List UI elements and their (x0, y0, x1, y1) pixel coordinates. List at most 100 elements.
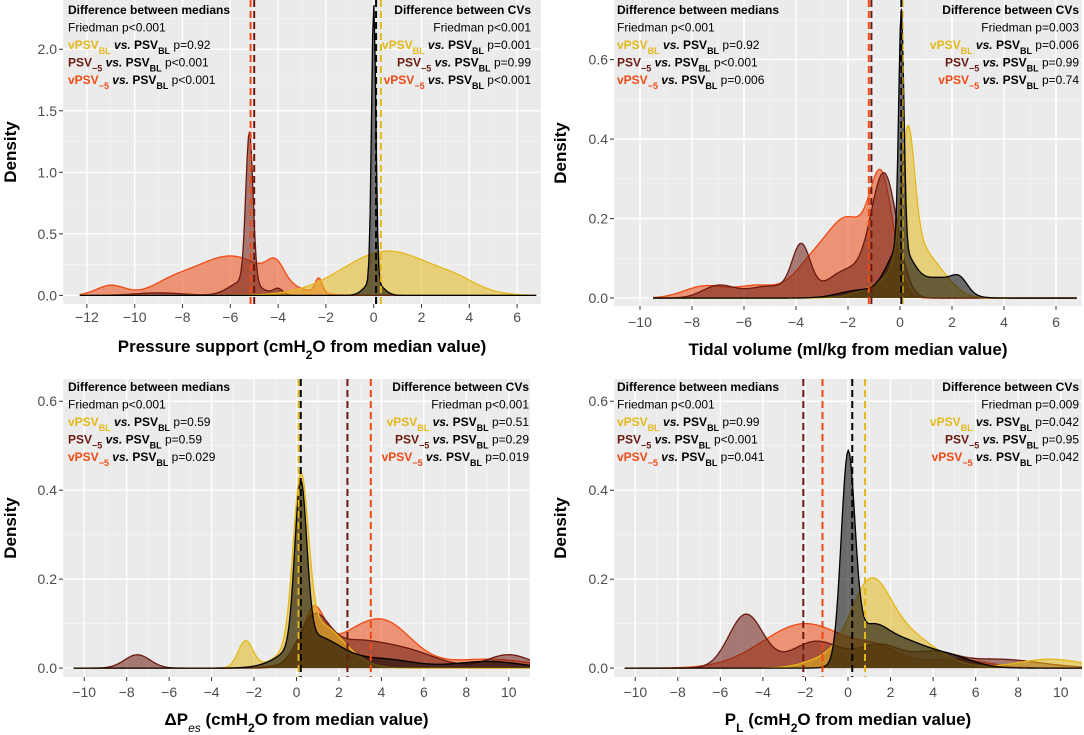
x-tick-label: −4 (270, 309, 286, 325)
friedman-p: Friedman p<0.001 (433, 21, 531, 35)
annotation-title: Difference between medians (617, 3, 779, 17)
annotation-medians: Difference between medians Friedman p<0.0… (68, 3, 230, 91)
panel-ps: −12 −10 −8 −6 −4 −2 0 2 4 6 0.0 0.5 1.0 1.5 2.0 Pressur… (1, 0, 541, 362)
comparison-row-PSV_-5: PSV−5 vs. PSVBL p=0.99 (945, 56, 1079, 74)
annotation-cvs: Difference between CVs Friedman p<0.001 vP… (382, 3, 531, 91)
x-tick-label: −12 (75, 309, 99, 325)
comparison-row-vPSV_-5: vPSV−5 vs. PSVBL p=0.029 (68, 450, 216, 468)
comparison-row-vPSV_BL: vPSVBL vs. PSVBL p=0.59 (68, 415, 211, 433)
comparison-row-PSV_-5: PSV−5 vs. PSVBL p<0.001 (617, 56, 758, 74)
y-tick-label: 0.6 (38, 393, 58, 409)
x-tick-label: −10 (628, 314, 652, 330)
panel-dpes: −10 −8 −6 −4 −2 0 2 4 6 8 10 0.0 0.2 0.4 0.6 ΔPes (cmH2… (1, 379, 530, 735)
density-line-PSV_BL (73, 478, 530, 669)
x-tick-label: 6 (513, 309, 521, 325)
comparison-row-vPSV_BL: vPSVBL vs. PSVBL p=0.042 (930, 415, 1079, 433)
y-tick-label: 0.4 (38, 482, 58, 498)
comparison-row-vPSV_BL: vPSVBL vs. PSVBL p=0.51 (387, 415, 530, 433)
x-tick-label: −2 (840, 314, 856, 330)
comparison-row-vPSV_-5: vPSV−5 vs. PSVBL p<0.001 (68, 73, 216, 91)
x-tick-label: 0 (896, 314, 904, 330)
density-line-PSV_BL (79, 5, 537, 297)
x-tick-label: −4 (788, 314, 804, 330)
x-tick-label: 2 (335, 684, 343, 700)
comparison-row-vPSV_-5: vPSV−5 vs. PSVBL p=0.041 (617, 450, 765, 468)
density-area-vPSV_BL (79, 251, 537, 296)
friedman-p: Friedman p<0.001 (617, 21, 715, 35)
annotation-title: Difference between medians (68, 3, 230, 17)
annotation-medians: Difference between medians Friedman p<0.0… (617, 380, 779, 468)
x-axis-title: ΔPes (cmH2O from median value) (165, 710, 429, 735)
x-tick-label: 6 (972, 684, 980, 700)
x-tick-label: 4 (1000, 314, 1008, 330)
density-area-vPSV_-5 (653, 169, 1077, 299)
comparison-row-vPSV_BL: vPSVBL vs. PSVBL p=0.001 (382, 38, 531, 56)
x-tick-label: 8 (462, 684, 470, 700)
panel-vt: −10 −8 −6 −4 −2 0 2 4 6 0.0 0.2 0.4 0.6 Tidal volume … (551, 0, 1082, 359)
x-tick-label: −2 (318, 309, 334, 325)
x-tick-label: 4 (465, 309, 473, 325)
x-axis-title: Pressure support (cmH2O from median valu… (118, 337, 487, 362)
annotation-title: Difference between CVs (942, 3, 1079, 17)
comparison-row-vPSV_BL: vPSVBL vs. PSVBL p=0.92 (617, 38, 760, 56)
y-tick-label: 0.0 (589, 290, 609, 306)
density-area-PSV_-5 (653, 172, 1077, 299)
x-tick-label: 4 (378, 684, 386, 700)
x-tick-label: −6 (222, 309, 238, 325)
comparison-row-PSV_-5: PSV−5 vs. PSVBL p=0.59 (68, 433, 202, 451)
y-tick-label: 0.2 (589, 211, 609, 227)
x-tick-label: 0 (370, 309, 378, 325)
x-tick-label: 2 (948, 314, 956, 330)
density-layer (73, 379, 530, 677)
friedman-p: Friedman p<0.001 (68, 398, 166, 412)
density-line-PSV_BL (624, 448, 1082, 669)
y-tick-label: 0.2 (589, 571, 609, 587)
y-tick-label: 0.0 (38, 660, 58, 676)
comparison-row-vPSV_-5: vPSV−5 vs. PSVBL p<0.001 (384, 73, 532, 91)
y-tick-label: 1.0 (38, 164, 58, 180)
comparison-row-PSV_-5: PSV−5 vs. PSVBL p=0.95 (945, 433, 1079, 451)
comparison-row-vPSV_-5: vPSV−5 vs. PSVBL p=0.042 (932, 450, 1080, 468)
friedman-p: Friedman p<0.001 (617, 398, 715, 412)
x-tick-label: −8 (119, 684, 135, 700)
density-layer (79, 0, 537, 304)
x-axis-title: PL (cmH2O from median value) (725, 710, 971, 735)
y-tick-label: 0.0 (589, 660, 609, 676)
density-line-PSV_BL (653, 8, 1077, 299)
x-tick-label: 10 (1053, 684, 1069, 700)
annotation-cvs: Difference between CVs Friedman p=0.009 vP… (930, 380, 1079, 468)
y-tick-label: 1.5 (38, 103, 58, 119)
x-tick-label: −6 (712, 684, 728, 700)
friedman-p: Friedman p<0.001 (431, 398, 529, 412)
comparison-row-vPSV_-5: vPSV−5 vs. PSVBL p=0.019 (382, 450, 530, 468)
x-tick-label: −6 (161, 684, 177, 700)
comparison-row-PSV_-5: PSV−5 vs. PSVBL p<0.001 (68, 56, 209, 74)
annotation-cvs: Difference between CVs Friedman p<0.001 vP… (382, 380, 530, 468)
x-tick-label: −6 (736, 314, 752, 330)
y-tick-label: 0.6 (589, 393, 609, 409)
y-tick-label: 0.5 (38, 226, 58, 242)
comparison-row-PSV_-5: PSV−5 vs. PSVBL p=0.99 (397, 56, 531, 74)
x-tick-label: 8 (1014, 684, 1022, 700)
comparison-row-vPSV_-5: vPSV−5 vs. PSVBL p=0.74 (938, 73, 1079, 91)
comparison-row-PSV_-5: PSV−5 vs. PSVBL p<0.001 (617, 433, 758, 451)
annotation-title: Difference between CVs (942, 380, 1079, 394)
x-tick-label: −8 (670, 684, 686, 700)
x-tick-label: 0 (844, 684, 852, 700)
x-tick-label: −8 (684, 314, 700, 330)
y-axis-title: Density (551, 122, 570, 184)
x-tick-label: 2 (887, 684, 895, 700)
annotation-cvs: Difference between CVs Friedman p=0.003 vP… (930, 3, 1079, 91)
x-tick-label: 2 (418, 309, 426, 325)
x-axis-title: Tidal volume (ml/kg from median value) (689, 340, 1008, 359)
density-layer (624, 379, 1082, 677)
y-tick-label: 2.0 (38, 41, 58, 57)
density-area-vPSV_-5 (79, 255, 537, 296)
comparison-row-PSV_-5: PSV−5 vs. PSVBL p=0.29 (395, 433, 529, 451)
friedman-p: Friedman p=0.009 (981, 398, 1079, 412)
y-tick-label: 0.2 (38, 571, 58, 587)
y-tick-label: 0.4 (589, 482, 609, 498)
x-tick-label: 6 (420, 684, 428, 700)
density-area-PSV_BL (73, 480, 530, 669)
